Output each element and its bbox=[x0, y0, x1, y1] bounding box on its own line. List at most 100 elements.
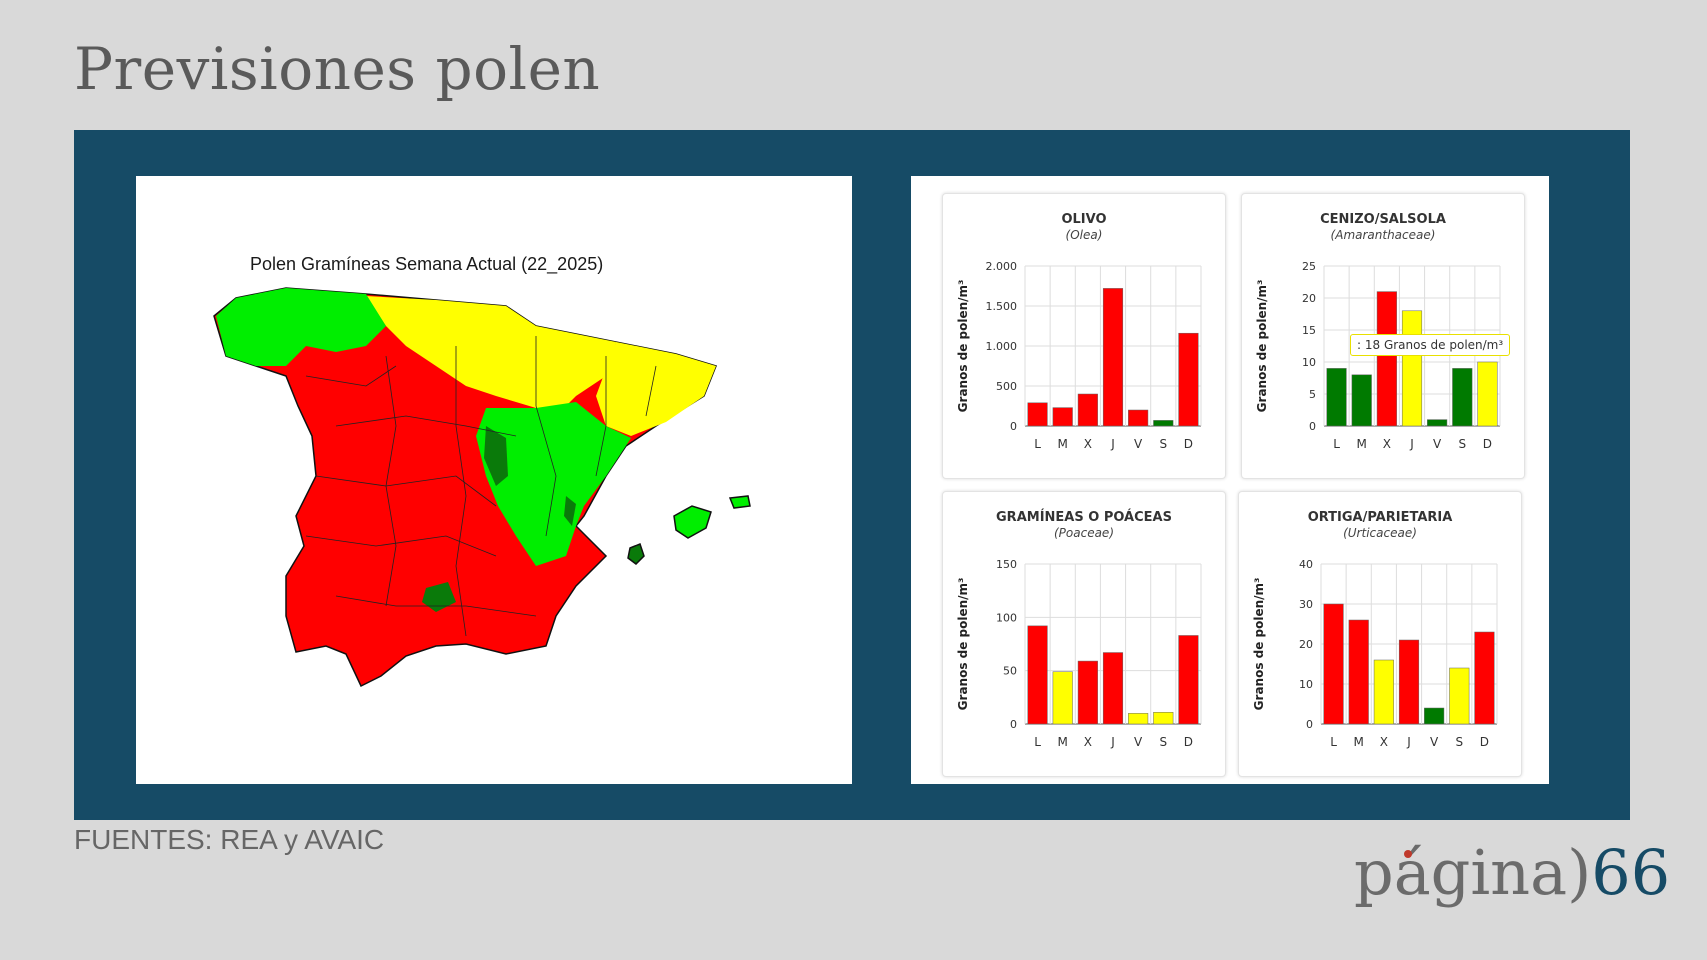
x-tick-label: X bbox=[1380, 735, 1388, 749]
x-tick-label: S bbox=[1159, 735, 1167, 749]
chart-plot: 0 50 100 150 L M X J V S D Granos de polen/m³ bbox=[956, 558, 1202, 749]
map-region-low-dark bbox=[484, 426, 508, 486]
y-tick-label: 20 bbox=[1299, 638, 1313, 651]
bar-X bbox=[1077, 393, 1098, 427]
bar-D bbox=[1477, 361, 1498, 427]
x-tick-label: D bbox=[1483, 437, 1492, 451]
sources-text: FUENTES: REA y AVAIC bbox=[74, 824, 385, 855]
bar-V bbox=[1128, 713, 1149, 725]
x-tick-label: L bbox=[1333, 437, 1340, 451]
chart-subtitle: (Amaranthaceae) bbox=[1330, 228, 1436, 242]
pollen-map-card: Polen Gramíneas Semana Actual (22_2025) bbox=[136, 176, 852, 784]
map-title: Polen Gramíneas Semana Actual (22_2025) bbox=[250, 254, 604, 274]
map-region-low-east bbox=[476, 402, 631, 566]
bar-L bbox=[1326, 368, 1347, 427]
y-tick-label: 40 bbox=[1299, 558, 1313, 571]
bar-S bbox=[1153, 712, 1174, 725]
bar-J bbox=[1102, 288, 1124, 427]
map-province-borders bbox=[305, 336, 657, 637]
x-tick-label: M bbox=[1058, 735, 1068, 749]
bar-V bbox=[1128, 409, 1149, 427]
bar-S bbox=[1153, 420, 1174, 427]
bar-S bbox=[1452, 368, 1473, 427]
y-tick-label: 25 bbox=[1302, 260, 1316, 273]
bar-X bbox=[1077, 660, 1098, 725]
chart-gramineas: GRAMÍNEAS O POÁCEAS (Poaceae) 0 50 100 150 L… bbox=[942, 491, 1226, 777]
x-tick-label: J bbox=[1406, 735, 1411, 749]
bar-L bbox=[1027, 402, 1048, 427]
map-region-low-northwest bbox=[216, 288, 386, 366]
logo-accent-dot bbox=[1404, 850, 1412, 858]
chart-plot: 0 10 20 30 40 L M X J V S D Granos de polen/m³ bbox=[1252, 558, 1498, 749]
bar-L bbox=[1323, 603, 1344, 725]
map-balearic-mallorca bbox=[673, 505, 712, 539]
y-tick-label: 100 bbox=[996, 611, 1017, 624]
y-tick-label: 15 bbox=[1302, 324, 1316, 337]
pagina66-logo: página)66 bbox=[1354, 842, 1670, 904]
chart-cenizo: CENIZO/SALSOLA (Amaranthaceae) 0 5 10 15 20 2… bbox=[1241, 193, 1525, 479]
chart-subtitle: (Poaceae) bbox=[1053, 526, 1114, 540]
chart-title: CENIZO/SALSOLA bbox=[1320, 212, 1446, 227]
map-region-medium-east bbox=[596, 342, 716, 436]
y-tick-label: 0 bbox=[1309, 420, 1316, 433]
y-tick-label: 10 bbox=[1302, 356, 1316, 369]
bar-J bbox=[1401, 310, 1423, 427]
x-tick-label: L bbox=[1034, 735, 1041, 749]
x-tick-label: V bbox=[1134, 735, 1143, 749]
map-balearic-ibiza bbox=[627, 543, 645, 565]
y-tick-label: 500 bbox=[996, 380, 1017, 393]
bar-M bbox=[1351, 374, 1372, 427]
x-tick-label: X bbox=[1084, 437, 1092, 451]
x-tick-label: M bbox=[1357, 437, 1367, 451]
chart-subtitle: (Olea) bbox=[1065, 228, 1103, 242]
map-balearic-menorca bbox=[728, 495, 751, 509]
bar-X bbox=[1376, 291, 1397, 427]
y-axis-label: Granos de polen/m³ bbox=[1252, 578, 1266, 711]
chart-subtitle: (Urticaceae) bbox=[1343, 526, 1417, 540]
x-tick-label: M bbox=[1354, 735, 1364, 749]
page-title: Previsiones polen bbox=[74, 35, 601, 103]
map-region-low-dark-south bbox=[422, 582, 456, 612]
x-tick-label: L bbox=[1034, 437, 1041, 451]
chart-plot: 0 500 1.000 1.500 2.000 L M X J V S D Granos de pole… bbox=[956, 260, 1202, 451]
x-tick-label: X bbox=[1383, 437, 1391, 451]
x-tick-label: D bbox=[1184, 735, 1193, 749]
chart-title: OLIVO bbox=[1061, 212, 1107, 227]
map-region-medium-north bbox=[366, 296, 616, 416]
y-tick-label: 20 bbox=[1302, 292, 1316, 305]
y-tick-label: 0 bbox=[1010, 420, 1017, 433]
bar-J bbox=[1102, 652, 1124, 725]
x-tick-label: S bbox=[1458, 437, 1466, 451]
y-axis-label: Granos de polen/m³ bbox=[1255, 280, 1269, 413]
x-tick-label: X bbox=[1084, 735, 1092, 749]
chart-tooltip: : 18 Granos de polen/m³ bbox=[1350, 334, 1511, 356]
bar-V bbox=[1424, 707, 1445, 725]
bar-S bbox=[1449, 667, 1470, 725]
bar-D bbox=[1178, 332, 1199, 427]
x-tick-label: V bbox=[1430, 735, 1439, 749]
x-tick-label: J bbox=[1409, 437, 1414, 451]
x-tick-label: D bbox=[1480, 735, 1489, 749]
bar-V bbox=[1427, 419, 1448, 427]
x-tick-label: J bbox=[1110, 437, 1115, 451]
x-tick-label: V bbox=[1134, 437, 1143, 451]
x-tick-label: D bbox=[1184, 437, 1193, 451]
y-tick-label: 150 bbox=[996, 558, 1017, 571]
x-tick-label: S bbox=[1159, 437, 1167, 451]
map-region-low-dark-east bbox=[564, 496, 576, 526]
x-tick-label: L bbox=[1330, 735, 1337, 749]
y-tick-label: 1.500 bbox=[986, 300, 1018, 313]
y-tick-label: 5 bbox=[1309, 388, 1316, 401]
chart-title: ORTIGA/PARIETARIA bbox=[1307, 510, 1453, 525]
chart-title: GRAMÍNEAS O POÁCEAS bbox=[996, 510, 1172, 525]
x-tick-label: M bbox=[1058, 437, 1068, 451]
y-tick-label: 10 bbox=[1299, 678, 1313, 691]
y-tick-label: 1.000 bbox=[986, 340, 1018, 353]
chart-plot: 0 5 10 15 20 25 L M X J V S D Granos de polen/m³ bbox=[1255, 260, 1501, 451]
y-tick-label: 0 bbox=[1306, 718, 1313, 731]
charts-card: OLIVO (Olea) 0 500 1.000 1.500 2.000 L M X J V S D G… bbox=[911, 176, 1549, 784]
x-tick-label: J bbox=[1110, 735, 1115, 749]
bar-X bbox=[1373, 659, 1394, 725]
chart-ortiga: ORTIGA/PARIETARIA (Urticaceae) 0 10 20 30 40… bbox=[1238, 491, 1522, 777]
spain-pollen-map bbox=[213, 287, 751, 688]
